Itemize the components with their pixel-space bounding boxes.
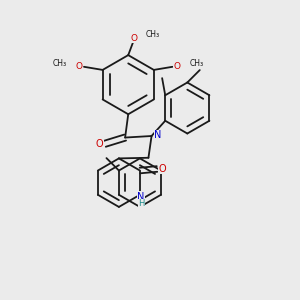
Text: H: H [138, 199, 144, 208]
Text: O: O [131, 34, 138, 43]
Text: N: N [154, 130, 161, 140]
Text: CH₃: CH₃ [145, 30, 160, 39]
Text: O: O [174, 62, 181, 71]
Text: CH₃: CH₃ [190, 59, 204, 68]
Text: O: O [76, 62, 83, 71]
Text: O: O [95, 139, 103, 149]
Text: CH₃: CH₃ [53, 59, 67, 68]
Text: O: O [159, 164, 167, 174]
Text: N: N [137, 192, 145, 202]
